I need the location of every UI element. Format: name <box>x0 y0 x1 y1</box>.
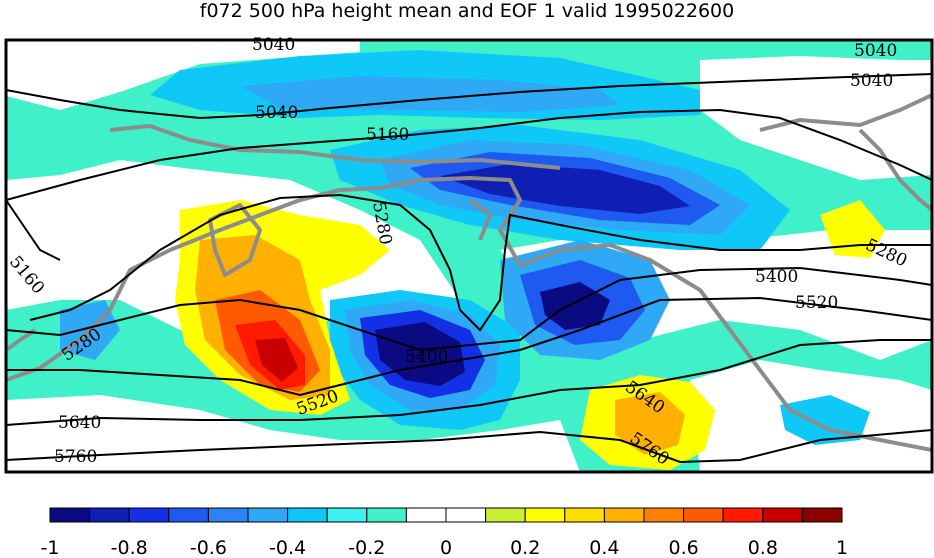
contour-5520 <box>6 296 932 397</box>
colorbar-tick-label: -0.8 <box>111 537 148 558</box>
colorbar-swatch <box>49 507 91 523</box>
colorbar-tick-label: -0.2 <box>348 537 385 558</box>
colorbar-swatch <box>524 507 566 523</box>
contour-label: 5520 <box>795 293 838 313</box>
colorbar-tick-label: -0.6 <box>190 537 227 558</box>
shade-neg-north-core <box>240 76 620 112</box>
contour-5640 <box>6 339 932 426</box>
colorbar-tick-label: 0.4 <box>589 537 619 558</box>
contour-label: 5400 <box>755 267 798 287</box>
colorbar-swatch <box>762 507 803 523</box>
colorbar-swatch <box>564 507 605 523</box>
colorbar-swatch <box>405 507 447 523</box>
shade-zero-ne <box>700 56 932 180</box>
colorbar-swatch <box>89 507 130 523</box>
contour-label: 5160 <box>366 125 409 145</box>
colorbar <box>49 507 843 523</box>
colorbar-swatch <box>445 507 487 523</box>
contour-label: 5040 <box>850 71 893 91</box>
coast-siberia <box>109 124 561 170</box>
coast-bay <box>858 128 932 212</box>
colorbar-swatch <box>326 507 368 523</box>
coast-japan <box>6 328 37 352</box>
contour-label: 5400 <box>405 347 448 367</box>
shade-zero-nw <box>6 40 360 110</box>
coast-arctic <box>759 93 932 132</box>
colorbar-swatch <box>366 507 407 523</box>
colorbar-swatch <box>801 507 843 523</box>
colorbar-swatch <box>287 507 328 523</box>
shade-pos-se-core <box>615 392 685 455</box>
colorbar-tick-label: 0.8 <box>748 537 778 558</box>
shade-pos-west-core <box>255 338 298 382</box>
contour-5160 <box>6 108 932 201</box>
height-contours <box>6 73 932 464</box>
contour-5760 <box>6 429 932 464</box>
colorbar-tick-label: -1 <box>41 537 60 558</box>
colorbar-tick-label: 0 <box>440 537 452 558</box>
colorbar-swatch <box>247 507 289 523</box>
colorbar-swatch <box>603 507 645 523</box>
contour-label: 5040 <box>255 103 298 123</box>
colorbar-swatch <box>643 507 685 523</box>
colorbar-swatch <box>128 507 170 523</box>
map-title: f072 500 hPa height mean and EOF 1 valid… <box>199 0 735 22</box>
shade-neg-bering-core <box>440 164 690 214</box>
contour-5400 <box>6 266 932 352</box>
contour-label: 5040 <box>252 35 295 55</box>
contour-5160-w <box>6 199 61 261</box>
contour-label: 5640 <box>58 413 101 433</box>
shade-pos-ne <box>820 200 885 258</box>
colorbar-swatch <box>207 507 249 523</box>
contour-5040 <box>6 73 932 120</box>
colorbar-tick-labels: -1 -0.8 -0.6 -0.4 -0.2 0 0.2 0.4 0.6 0.8 1 <box>41 537 849 558</box>
coast-alaska-w <box>468 198 492 241</box>
colorbar-swatch <box>722 507 764 523</box>
colorbar-tick-label: 1 <box>836 537 848 558</box>
colorbar-tick-label: 0.6 <box>668 537 698 558</box>
contour-5280 <box>29 193 932 332</box>
colorbar-swatch <box>168 507 209 523</box>
colorbar-tick-label: 0.2 <box>510 537 540 558</box>
colorbar-tick-label: -0.4 <box>269 537 306 558</box>
map-frame <box>4 38 934 474</box>
contour-label: 5040 <box>854 41 897 61</box>
colorbar-swatch <box>683 507 724 523</box>
coast-kamchatka <box>208 203 262 277</box>
colorbar-swatch <box>485 507 526 523</box>
contour-label: 5760 <box>54 447 97 467</box>
